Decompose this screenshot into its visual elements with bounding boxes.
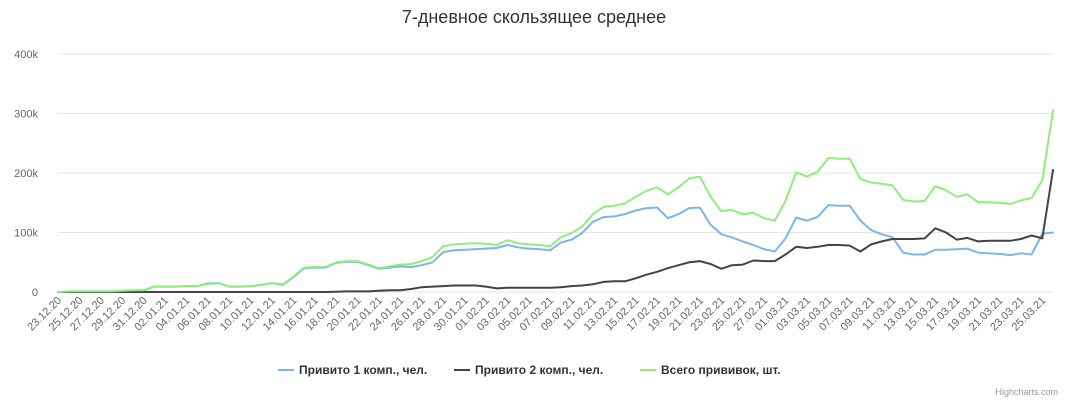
- y-tick-label: 400k: [14, 49, 38, 61]
- legend-item-2[interactable]: Привито 2 комп., чел.: [454, 363, 603, 377]
- x-axis-ticks: 23.12.2025.12.2027.12.2029.12.2031.12.20…: [25, 295, 1048, 334]
- legend: Привито 1 комп., чел. Привито 2 комп., че…: [278, 363, 781, 377]
- legend-label: Привито 1 комп., чел.: [299, 363, 427, 377]
- legend-item-3[interactable]: Всего прививок, шт.: [640, 363, 781, 377]
- series-line-3[interactable]: [57, 109, 1054, 293]
- y-tick-label: 100k: [14, 228, 38, 240]
- series-lines: [57, 109, 1054, 293]
- grid-lines: [58, 53, 1053, 293]
- series-line-2[interactable]: [57, 169, 1054, 293]
- credits-text[interactable]: Highcharts.com: [995, 387, 1058, 397]
- y-tick-label: 200k: [14, 168, 38, 180]
- series-line-1[interactable]: [57, 204, 1054, 293]
- legend-label: Всего прививок, шт.: [661, 363, 781, 377]
- y-axis-ticks: 0 100k 200k 300k 400k: [14, 49, 38, 299]
- chart-title: 7-дневное скользящее среднее: [402, 7, 666, 27]
- y-tick-label: 300k: [14, 109, 38, 121]
- y-tick-label: 0: [32, 287, 38, 299]
- legend-label: Привито 2 комп., чел.: [475, 363, 603, 377]
- legend-item-1[interactable]: Привито 1 комп., чел.: [278, 363, 427, 377]
